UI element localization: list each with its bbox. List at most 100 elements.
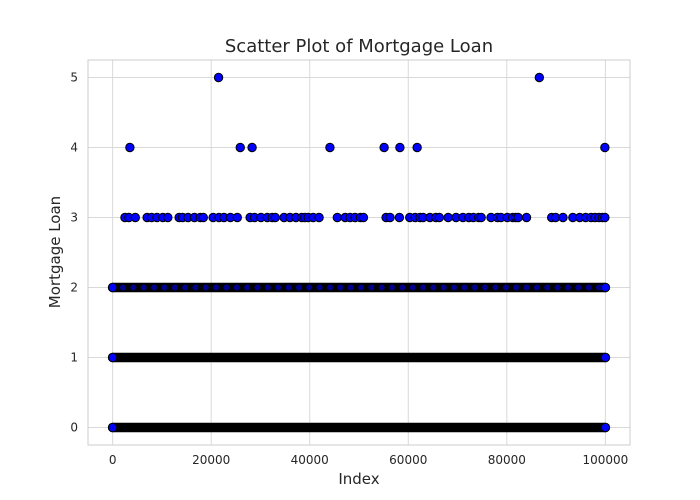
cluster-point-fill xyxy=(182,284,189,291)
cluster-point-fill xyxy=(513,284,520,291)
data-point xyxy=(107,282,118,293)
cluster-point-fill xyxy=(564,284,571,291)
data-point xyxy=(198,212,208,223)
data-point xyxy=(534,72,545,83)
data-point xyxy=(247,142,257,153)
x-tick-label: 80000 xyxy=(488,453,526,467)
x-tick-label: 40000 xyxy=(291,453,329,467)
data-point xyxy=(130,212,141,223)
cluster-point-fill xyxy=(368,284,375,291)
y-tick-labels: 0 1 2 3 4 5 xyxy=(70,71,78,435)
cluster-point-fill xyxy=(595,284,602,291)
data-point xyxy=(600,282,611,293)
cluster-point-fill xyxy=(357,284,364,291)
data-point xyxy=(235,142,245,153)
cluster-point-fill xyxy=(554,284,561,291)
data-point xyxy=(521,212,532,223)
data-point xyxy=(600,212,610,223)
x-tick-label: 20000 xyxy=(192,453,230,467)
cluster-point-fill xyxy=(264,284,271,291)
data-point xyxy=(395,142,405,153)
data-point xyxy=(325,142,335,153)
data-point xyxy=(558,212,568,223)
cluster-point-fill xyxy=(389,284,396,291)
plot-area xyxy=(88,60,630,445)
cluster-point-fill xyxy=(275,284,282,291)
data-point xyxy=(513,212,523,223)
x-tick-label: 0 xyxy=(109,453,117,467)
data-point xyxy=(443,212,453,223)
data-point xyxy=(394,212,405,223)
y-tick-label: 2 xyxy=(70,281,78,295)
data-point xyxy=(379,142,389,153)
x-tick-label: 100000 xyxy=(582,453,628,467)
data-point xyxy=(314,212,324,223)
data-point xyxy=(600,422,611,433)
cluster-point-fill xyxy=(140,284,147,291)
cluster-point-fill xyxy=(337,284,344,291)
data-point xyxy=(163,212,173,223)
cluster-point-fill xyxy=(471,284,478,291)
cluster-point-fill xyxy=(151,284,158,291)
y-tick-label: 0 xyxy=(70,421,78,435)
cluster-point-fill xyxy=(295,284,302,291)
chart-title: Scatter Plot of Mortgage Loan xyxy=(225,36,493,57)
y-tick-label: 5 xyxy=(70,71,78,85)
cluster-point-fill xyxy=(326,284,333,291)
cluster-point-fill xyxy=(502,284,509,291)
data-point xyxy=(476,212,486,223)
y-axis-label: Mortgage Loan xyxy=(46,196,64,308)
x-tick-label: 60000 xyxy=(389,453,427,467)
cluster-point-fill xyxy=(575,284,582,291)
cluster-point-fill xyxy=(399,284,406,291)
cluster-point-fill xyxy=(347,284,354,291)
cluster-point-fill xyxy=(202,284,209,291)
data-point xyxy=(125,142,135,153)
cluster-point-fill xyxy=(585,284,592,291)
plot-frame xyxy=(87,59,631,446)
x-axis-label: Index xyxy=(338,470,379,488)
data-points xyxy=(107,72,611,433)
cluster-point-fill xyxy=(440,284,447,291)
cluster-point-fill xyxy=(461,284,468,291)
cluster-point-fill xyxy=(306,284,313,291)
data-point xyxy=(232,212,242,223)
data-point xyxy=(600,352,611,363)
cluster-point-fill xyxy=(233,284,240,291)
x-tick-labels: 0 20000 40000 60000 80000 100000 xyxy=(109,453,628,467)
cluster-point-fill xyxy=(378,284,385,291)
cluster-point-fill xyxy=(544,284,551,291)
cluster-point-fill xyxy=(523,284,530,291)
cluster-point-fill xyxy=(213,284,220,291)
y-tick-label: 4 xyxy=(70,141,78,155)
cluster-point-fill xyxy=(533,284,540,291)
cluster-point-fill xyxy=(130,284,137,291)
cluster-point-fill xyxy=(451,284,458,291)
cluster-point-fill xyxy=(171,284,178,291)
data-point xyxy=(332,212,343,223)
cluster-point-fill xyxy=(430,284,437,291)
cluster-point-fill xyxy=(492,284,499,291)
cluster-point-fill xyxy=(409,284,416,291)
y-tick-label: 3 xyxy=(70,211,78,225)
data-point xyxy=(107,352,118,363)
cluster-point-fill xyxy=(119,284,126,291)
cluster-point-fill xyxy=(192,284,199,291)
data-point xyxy=(600,142,610,153)
data-point xyxy=(385,212,395,223)
cluster-point-fill xyxy=(420,284,427,291)
data-point xyxy=(434,212,445,223)
data-point xyxy=(270,212,280,223)
cluster-point-fill xyxy=(285,284,292,291)
cluster-point-fill xyxy=(244,284,251,291)
cluster-point-fill xyxy=(161,284,168,291)
data-point xyxy=(412,142,422,153)
cluster-point-fill xyxy=(223,284,230,291)
data-point xyxy=(358,212,369,223)
cluster-point-fill xyxy=(254,284,261,291)
cluster-point-fill xyxy=(482,284,489,291)
data-point xyxy=(107,422,118,433)
cluster-point-fill xyxy=(316,284,323,291)
